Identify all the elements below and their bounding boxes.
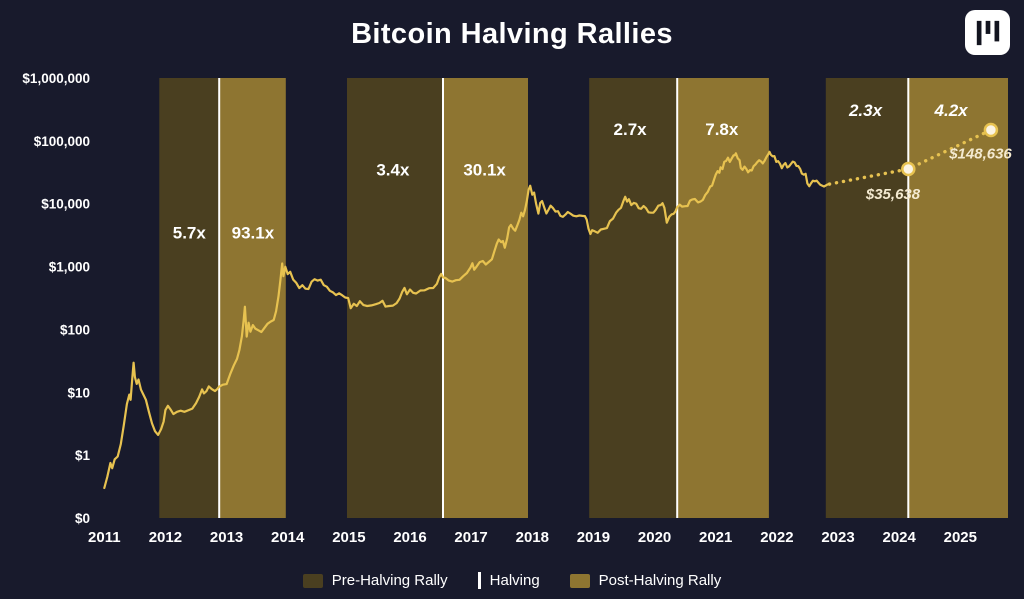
x-axis-tick-label: 2021 [699,529,732,546]
multiplier-label: 5.7x [173,224,207,243]
pre-halving-band [347,78,443,518]
legend-item-halving: Halving [477,572,540,589]
post-halving-swatch-icon [569,573,590,588]
projection-marker [901,161,916,177]
pre-halving-band [825,78,909,518]
legend-item-pre-halving: Pre-Halving Rally [302,572,448,589]
y-axis-tick-label: $0 [75,511,90,526]
pantera-logo [965,10,1010,55]
multiplier-label: 2.7x [614,120,648,139]
multiplier-label: 30.1x [463,161,506,180]
y-axis-tick-label: $1,000 [49,260,90,275]
projected-price-line [827,128,993,186]
x-axis-tick-label: 2020 [638,529,671,546]
post-halving-band [443,78,528,518]
post-halving-band [219,78,286,518]
y-axis-tick-label: $1,000,000 [22,71,90,86]
btc-price-line [103,150,831,490]
x-axis-tick-label: 2024 [883,529,917,546]
x-axis-tick-label: 2025 [944,529,977,546]
multiplier-label: 3.4x [376,161,410,180]
projection-price-label: $148,636 [948,146,1012,163]
chart-legend: Pre-Halving Rally Halving Post-Halving R… [0,572,1024,589]
pre-halving-band [159,78,220,518]
x-axis-tick-label: 2019 [577,529,610,546]
y-axis-tick-label: $100 [60,322,90,337]
x-axis-tick-label: 2023 [821,529,854,546]
x-axis-tick-label: 2016 [393,529,426,546]
chart-title: Bitcoin Halving Rallies [351,18,673,50]
x-axis-tick-label: 2012 [149,529,182,546]
x-axis-tick-label: 2018 [516,529,549,546]
pantera-mark-icon [976,20,999,45]
y-axis-tick-label: $10,000 [41,197,90,212]
x-axis-tick-label: 2011 [88,529,121,546]
y-axis-tick-label: $1 [75,448,91,463]
x-axis-tick-label: 2014 [271,529,305,546]
legend-item-post-halving: Post-Halving Rally [569,572,722,589]
y-axis-tick-label: $100,000 [34,134,90,149]
y-axis-tick-label: $10 [67,385,90,400]
legend-label-halving: Halving [489,572,540,589]
legend-label-post-halving: Post-Halving Rally [598,572,722,589]
halving-line-swatch-icon [477,572,481,589]
multiplier-label: 7.8x [705,120,739,139]
x-axis-tick-label: 2015 [332,529,365,546]
pre-halving-swatch-icon [302,573,323,588]
projection-price-label: $35,638 [865,186,921,203]
legend-label-pre-halving: Pre-Halving Rally [331,572,448,589]
x-axis-tick-label: 2017 [454,529,487,546]
x-axis-tick-label: 2022 [760,529,793,546]
projection-marker [983,122,999,138]
multiplier-label: 2.3x [848,101,884,120]
multiplier-label: 4.2x [934,101,970,120]
post-halving-band [908,78,1008,518]
multiplier-label: 93.1x [232,224,275,243]
post-halving-band [677,78,769,518]
halving-rallies-chart: 5.7x 93.1x 3.4x 30.1x 2.7x 7.8x 2.3x 4.2x $1,000… [22,71,1012,546]
pre-halving-band [589,78,678,518]
x-axis-tick-label: 2013 [210,529,243,546]
